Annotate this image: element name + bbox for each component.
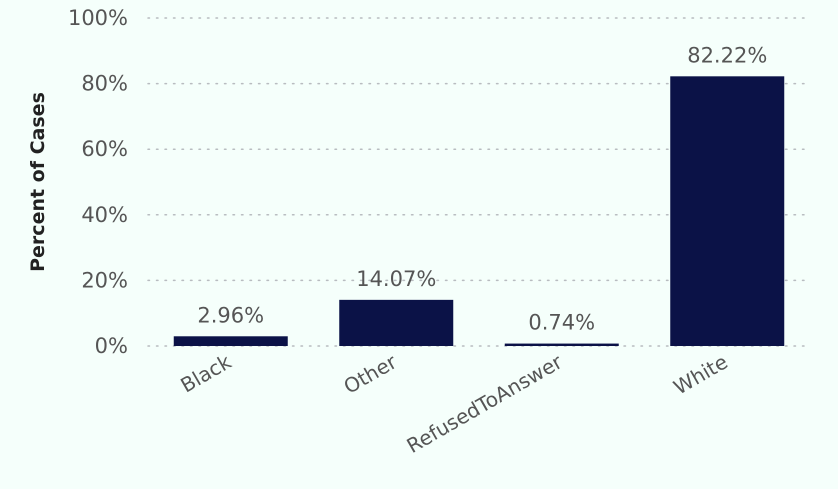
y-tick-label: 80% <box>81 72 128 96</box>
y-tick-label: 40% <box>81 203 128 227</box>
x-category-label: Other <box>340 349 402 399</box>
y-tick-label: 100% <box>68 6 128 30</box>
y-tick-label: 60% <box>81 137 128 161</box>
bar-refusedtoanswer <box>504 343 619 346</box>
gridlines <box>147 17 811 347</box>
y-axis-ticks: 0% 20% 40% 60% 80% 100% <box>68 6 128 358</box>
data-labels: 2.96% 14.07% 0.74% 82.22% <box>197 43 767 334</box>
x-category-label: White <box>669 350 731 400</box>
y-axis-title: Percent of Cases <box>27 92 49 272</box>
bar-black <box>173 336 288 346</box>
data-label: 2.96% <box>197 303 264 327</box>
data-label: 0.74% <box>528 311 595 335</box>
bars <box>173 76 785 347</box>
x-category-label: RefusedToAnswer <box>403 349 567 458</box>
data-label: 82.22% <box>687 43 767 67</box>
x-axis-categories: Black Other RefusedToAnswer White <box>176 349 731 458</box>
x-category-label: Black <box>176 349 235 397</box>
data-label: 14.07% <box>356 267 436 291</box>
y-tick-label: 20% <box>81 268 128 292</box>
bar-other <box>339 299 454 346</box>
bar-white <box>670 76 785 347</box>
y-tick-label: 0% <box>95 334 128 358</box>
